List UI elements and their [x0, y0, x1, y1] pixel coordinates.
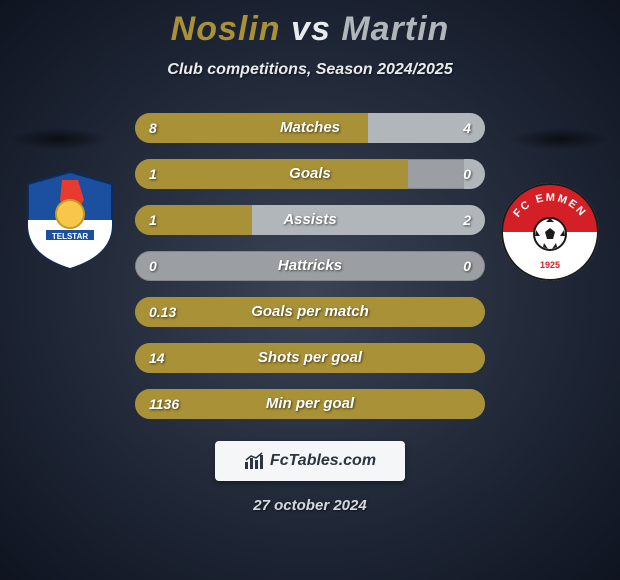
- chart-icon: [244, 452, 264, 470]
- stat-label: Shots per goal: [135, 343, 485, 373]
- stat-row: Shots per goal14: [135, 343, 485, 373]
- stat-label: Goals per match: [135, 297, 485, 327]
- footer-site-text: FcTables.com: [270, 452, 376, 470]
- stat-value-right: 0: [463, 159, 471, 189]
- stat-label: Matches: [135, 113, 485, 143]
- stats-container: Matches84Goals10Assists12Hattricks00Goal…: [135, 113, 485, 419]
- stat-row: Matches8 4: [135, 113, 485, 143]
- stat-value-left: 0: [149, 251, 157, 281]
- stat-value-right: 0: [463, 251, 471, 281]
- badge-shadow-left: [10, 128, 110, 150]
- footer-site-box[interactable]: FcTables.com: [215, 441, 405, 481]
- badge-year: 1925: [540, 260, 560, 270]
- stat-value-right: 2: [463, 205, 471, 235]
- stat-row: Min per goal1136: [135, 389, 485, 419]
- stat-value-left: 0.13: [149, 297, 176, 327]
- stat-row: Assists1 2: [135, 205, 485, 235]
- date-text: 27 october 2024: [0, 497, 620, 514]
- stat-value-right: 4: [463, 113, 471, 143]
- stat-label: Assists: [135, 205, 485, 235]
- vs-text: vs: [291, 10, 331, 48]
- stat-value-left: 1136: [149, 389, 179, 419]
- stat-value-left: 1: [149, 205, 157, 235]
- fc-emmen-badge-icon: FC EMMEN 1925: [500, 182, 600, 282]
- telstar-badge-icon: TELSTAR: [20, 170, 120, 270]
- stat-value-left: 1: [149, 159, 157, 189]
- badge-shadow-right: [510, 128, 610, 150]
- player2-name: Martin: [341, 10, 449, 48]
- stat-row: Hattricks0 0: [135, 251, 485, 281]
- stat-value-left: 14: [149, 343, 165, 373]
- stat-row: Goals1 0: [135, 159, 485, 189]
- club-badge-left: TELSTAR: [20, 170, 120, 270]
- stat-row: Goals per match0.13: [135, 297, 485, 327]
- subtitle: Club competitions, Season 2024/2025: [0, 61, 620, 79]
- player1-name: Noslin: [171, 10, 281, 48]
- club-badge-right: FC EMMEN 1925: [500, 182, 600, 282]
- stat-label: Min per goal: [135, 389, 485, 419]
- svg-text:TELSTAR: TELSTAR: [52, 232, 89, 241]
- stat-label: Hattricks: [135, 251, 485, 281]
- comparison-title: Noslin vs Martin: [0, 0, 620, 49]
- stat-value-left: 8: [149, 113, 157, 143]
- stat-label: Goals: [135, 159, 485, 189]
